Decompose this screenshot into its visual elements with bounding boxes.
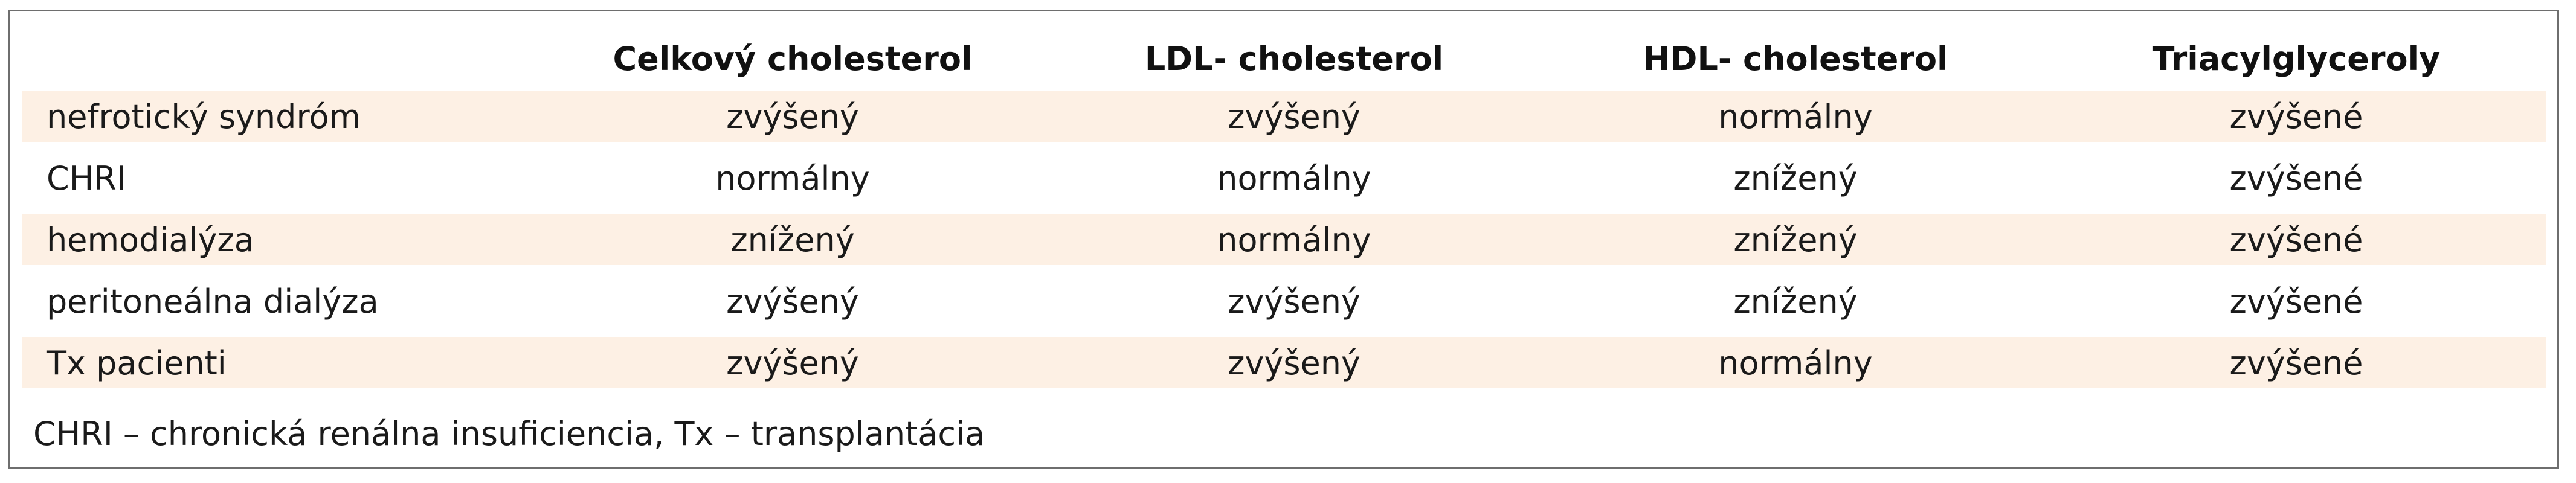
table-cell: zvýšené xyxy=(2229,159,2363,197)
header-cell-triacylglycerols: Triacylglyceroly xyxy=(2152,39,2441,78)
table-cell: normálny xyxy=(1043,214,1545,265)
header-cell-empty xyxy=(22,37,542,80)
table-frame: Celkový cholesterol LDL- cholesterol HDL… xyxy=(8,10,2559,469)
table-cell: zvýšený xyxy=(726,282,859,321)
row-label: hemodialýza xyxy=(22,214,542,265)
header-cell-total-cholesterol: Celkový cholesterol xyxy=(613,39,973,78)
row-label: Tx pacienti xyxy=(22,337,542,388)
table-cell: znížený xyxy=(1733,282,1858,321)
table-row: CHRI normálny normálny znížený zvýšené xyxy=(22,153,2546,203)
table-row: Tx pacienti zvýšený zvýšený normálny zvý… xyxy=(22,337,2546,388)
table-cell: znížený xyxy=(1733,159,1858,197)
header-row: Celkový cholesterol LDL- cholesterol HDL… xyxy=(22,37,2546,80)
table-cell: zvýšený xyxy=(542,337,1043,388)
table-cell: zvýšené xyxy=(2229,282,2363,321)
table-cell: zvýšený xyxy=(1043,91,1545,142)
table-cell: zvýšené xyxy=(2046,214,2546,265)
row-label: peritoneálna dialýza xyxy=(47,282,379,321)
table-row: nefrotický syndróm zvýšený zvýšený normá… xyxy=(22,91,2546,142)
lipid-profile-table: Celkový cholesterol LDL- cholesterol HDL… xyxy=(22,26,2546,399)
table-cell: normálny xyxy=(715,159,870,197)
table-footnote: CHRI – chronická renálna insuficiencia, … xyxy=(33,415,985,453)
row-label: CHRI xyxy=(47,159,126,197)
table-cell: znížený xyxy=(1545,214,2046,265)
table-cell: normálny xyxy=(1545,91,2046,142)
table-cell: zvýšený xyxy=(542,91,1043,142)
table-cell: zvýšené xyxy=(2046,91,2546,142)
header-cell-ldl-cholesterol: LDL- cholesterol xyxy=(1144,39,1444,78)
table-row: hemodialýza znížený normálny znížený zvý… xyxy=(22,214,2546,265)
table-cell: znížený xyxy=(542,214,1043,265)
table-row: peritoneálna dialýza zvýšený zvýšený zní… xyxy=(22,276,2546,327)
header-cell-hdl-cholesterol: HDL- cholesterol xyxy=(1643,39,1948,78)
table-cell: zvýšený xyxy=(1228,282,1360,321)
table-cell: normálny xyxy=(1545,337,2046,388)
table-cell: normálny xyxy=(1217,159,1371,197)
table-cell: zvýšené xyxy=(2046,337,2546,388)
table-cell: zvýšený xyxy=(1043,337,1545,388)
row-label: nefrotický syndróm xyxy=(22,91,542,142)
